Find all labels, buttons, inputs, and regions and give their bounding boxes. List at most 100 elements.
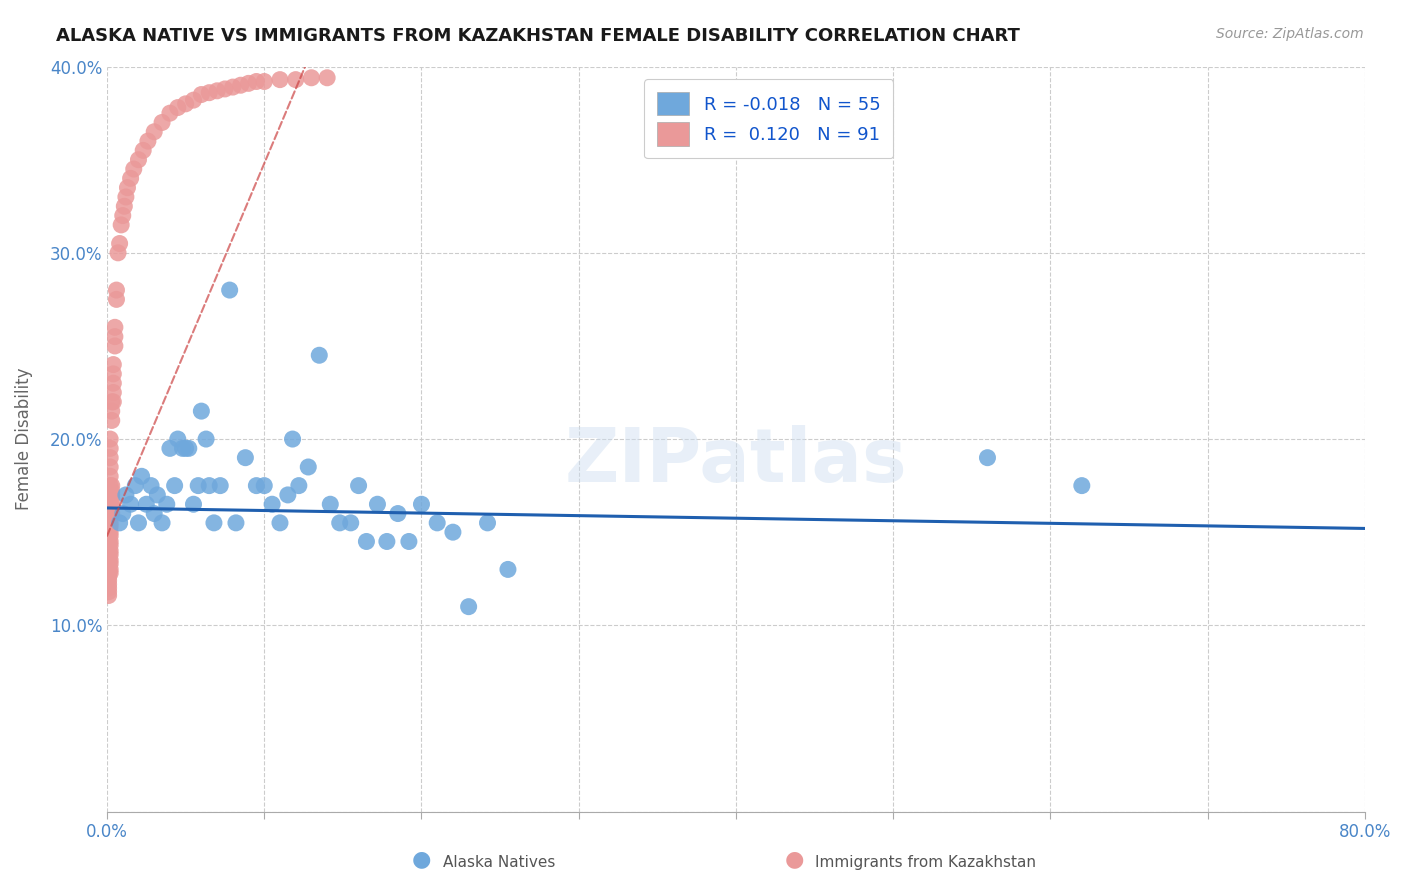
Point	[457, 599, 479, 614]
Point	[115, 190, 138, 204]
Point	[163, 478, 186, 492]
Point	[214, 82, 236, 96]
Point	[136, 134, 159, 148]
Point	[98, 538, 121, 552]
Point	[166, 101, 188, 115]
Point	[127, 516, 149, 530]
Point	[319, 497, 342, 511]
Point	[108, 516, 131, 530]
Point	[375, 534, 398, 549]
Point	[97, 548, 120, 562]
Point	[97, 521, 120, 535]
Text: ●: ●	[412, 850, 432, 870]
Point	[105, 283, 128, 297]
Point	[339, 516, 361, 530]
Point	[225, 516, 247, 530]
Point	[98, 510, 121, 524]
Point	[103, 385, 125, 400]
Point	[143, 507, 166, 521]
Point	[143, 125, 166, 139]
Point	[98, 525, 121, 540]
Point	[100, 484, 122, 499]
Point	[366, 497, 388, 511]
Point	[288, 478, 311, 492]
Point	[100, 478, 122, 492]
Point	[100, 500, 122, 515]
Point	[120, 497, 142, 511]
Point	[132, 144, 155, 158]
Point	[281, 432, 304, 446]
Point	[98, 442, 121, 456]
Point	[115, 488, 138, 502]
Point	[104, 320, 127, 334]
Point	[122, 161, 145, 176]
Point	[269, 72, 291, 87]
Point	[100, 488, 122, 502]
Point	[97, 553, 120, 567]
Point	[190, 404, 212, 418]
Point	[97, 525, 120, 540]
Point	[299, 70, 322, 85]
Point	[262, 497, 284, 511]
Point	[150, 115, 173, 129]
Point	[222, 80, 245, 95]
Point	[98, 478, 121, 492]
Point	[209, 478, 232, 492]
Point	[139, 478, 162, 492]
Point	[1070, 478, 1092, 492]
Point	[284, 72, 307, 87]
Point	[127, 153, 149, 167]
Point	[329, 516, 352, 530]
Point	[97, 543, 120, 558]
Point	[97, 516, 120, 530]
Point	[97, 570, 120, 584]
Point	[177, 442, 200, 456]
Point	[97, 574, 120, 588]
Point	[387, 507, 409, 521]
Point	[229, 78, 252, 93]
Point	[159, 442, 181, 456]
Point	[117, 180, 139, 194]
Point	[135, 497, 157, 511]
Point	[100, 413, 122, 427]
Point	[100, 491, 122, 506]
Point	[172, 442, 194, 456]
Point	[411, 497, 433, 511]
Point	[97, 529, 120, 543]
Point	[426, 516, 449, 530]
Point	[100, 507, 122, 521]
Point	[97, 538, 120, 552]
Point	[198, 86, 221, 100]
Text: ●: ●	[785, 850, 804, 870]
Point	[253, 74, 276, 88]
Point	[477, 516, 499, 530]
Point	[218, 283, 240, 297]
Point	[98, 450, 121, 465]
Point	[195, 432, 218, 446]
Point	[308, 348, 330, 362]
Point	[97, 525, 120, 540]
Point	[205, 84, 228, 98]
Point	[97, 562, 120, 576]
Point	[190, 87, 212, 102]
Point	[97, 584, 120, 599]
Point	[202, 516, 225, 530]
Point	[98, 534, 121, 549]
Point	[245, 478, 267, 492]
Point	[98, 469, 121, 483]
Point	[103, 367, 125, 381]
Point	[187, 478, 209, 492]
Point	[316, 70, 339, 85]
Point	[110, 218, 132, 232]
Text: Alaska Natives: Alaska Natives	[443, 855, 555, 870]
Point	[235, 450, 257, 465]
Text: ALASKA NATIVE VS IMMIGRANTS FROM KAZAKHSTAN FEMALE DISABILITY CORRELATION CHART: ALASKA NATIVE VS IMMIGRANTS FROM KAZAKHS…	[56, 27, 1021, 45]
Point	[98, 516, 121, 530]
Point	[100, 394, 122, 409]
Point	[159, 106, 181, 120]
Point	[356, 534, 378, 549]
Point	[441, 525, 464, 540]
Point	[104, 329, 127, 343]
Point	[97, 558, 120, 573]
Text: ZIPatlas: ZIPatlas	[565, 425, 907, 498]
